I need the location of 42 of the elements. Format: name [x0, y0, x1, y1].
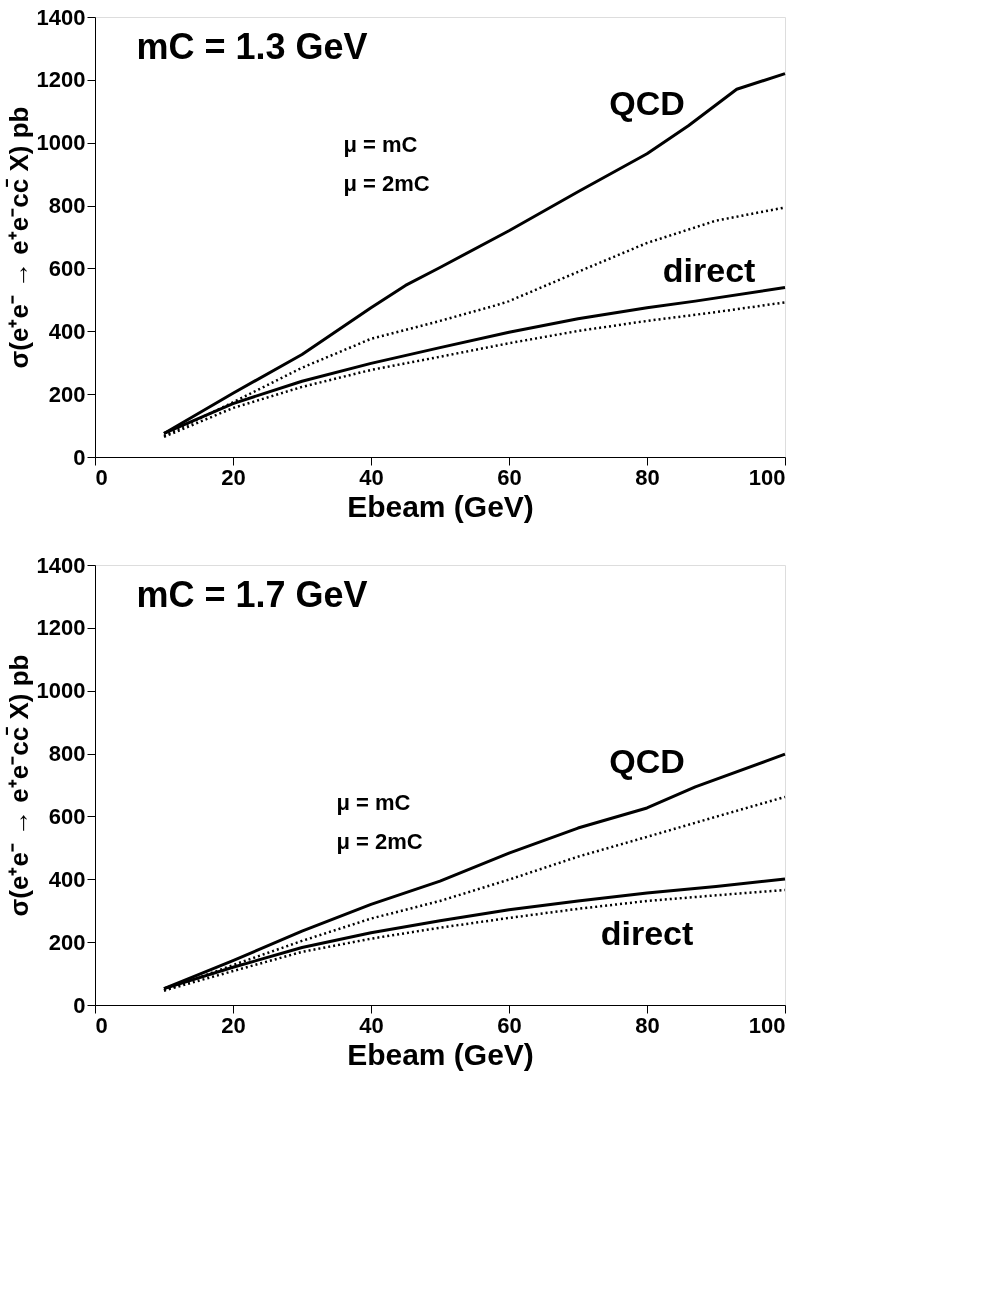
y-tick-label: 800	[48, 741, 86, 767]
y-tick-label: 400	[48, 866, 86, 892]
x-tick-label: 80	[635, 464, 660, 490]
y-tick-label: 600	[48, 803, 86, 829]
annotation: QCD	[609, 742, 685, 780]
annotation: μ = 2mC	[336, 829, 423, 855]
x-tick-label: 80	[635, 1012, 660, 1038]
annotation: μ = 2mC	[343, 171, 430, 197]
y-tick-label: 200	[48, 929, 86, 955]
x-tick-label: 40	[359, 464, 384, 490]
y-axis-title: σ(e⁺e⁻ → e⁺e⁻cc̄ X) pb	[3, 654, 34, 917]
y-tick-label: 1400	[36, 552, 86, 578]
y-tick-label: 1000	[36, 678, 86, 704]
y-tick-label: 0	[73, 444, 86, 470]
annotation: direct	[600, 913, 694, 952]
y-tick-label: 400	[48, 318, 86, 344]
y-tick-label: 1200	[36, 615, 86, 641]
y-tick-label: 0	[73, 992, 86, 1018]
y-tick-label: 800	[48, 193, 86, 219]
y-tick-label: 200	[48, 381, 86, 407]
annotation: mC = 1.7 GeV	[136, 573, 368, 615]
x-tick-label: 0	[95, 464, 108, 490]
annotation: μ = mC	[336, 789, 411, 815]
y-tick-label: 1000	[36, 130, 86, 156]
x-axis-title: Ebeam (GeV)	[347, 1037, 534, 1071]
annotation: direct	[662, 251, 756, 290]
y-axis-title: σ(e⁺e⁻ → e⁺e⁻cc̄ X) pb	[3, 106, 34, 369]
x-tick-label: 60	[497, 1012, 522, 1038]
x-tick-label: 0	[95, 1012, 108, 1038]
x-tick-label: 60	[497, 464, 522, 490]
x-tick-label: 100	[748, 1012, 786, 1038]
x-tick-label: 40	[359, 1012, 384, 1038]
annotation: μ = mC	[343, 131, 418, 157]
annotation: mC = 1.3 GeV	[136, 25, 368, 67]
annotation: QCD	[609, 84, 685, 122]
y-tick-label: 1400	[36, 4, 86, 30]
x-tick-label: 20	[221, 1012, 246, 1038]
y-tick-label: 1200	[36, 67, 86, 93]
x-axis-title: Ebeam (GeV)	[347, 489, 534, 523]
x-tick-label: 20	[221, 464, 246, 490]
x-tick-label: 100	[748, 464, 786, 490]
y-tick-label: 600	[48, 255, 86, 281]
